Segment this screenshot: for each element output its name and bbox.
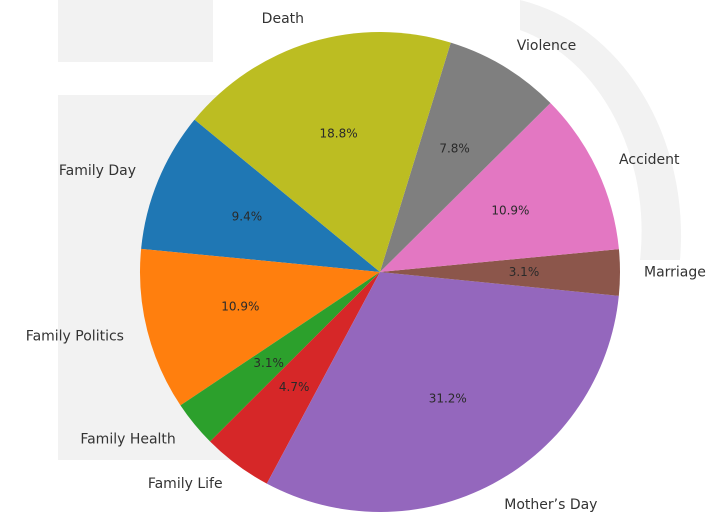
slice-label: Family Day — [59, 163, 136, 179]
value-label: 9.4% — [232, 209, 263, 223]
value-label: 10.9% — [491, 203, 529, 217]
slice-label: Marriage — [644, 265, 706, 281]
value-label: 7.8% — [439, 141, 470, 155]
value-label: 3.1% — [509, 265, 540, 279]
slice-label: Family Politics — [26, 328, 124, 344]
slice-label: Death — [262, 11, 304, 27]
pie: Family Day 9.4% Family Politics 10.9% Family… — [26, 11, 706, 513]
pie-slice — [140, 248, 380, 406]
slice-label: Family Life — [148, 476, 223, 492]
pie-slice — [380, 42, 551, 273]
pie-slice — [210, 272, 380, 484]
pie-slice — [180, 272, 380, 442]
pie-slice — [194, 32, 451, 272]
value-label: 18.8% — [319, 127, 357, 141]
pie-slice — [380, 249, 620, 296]
pie-slice — [266, 272, 619, 513]
slice-label: Mother’s Day — [504, 497, 597, 513]
value-label: 4.7% — [279, 380, 310, 394]
value-label: 31.2% — [429, 392, 467, 406]
pie-slice — [141, 119, 380, 273]
slice-label: Violence — [517, 38, 576, 54]
value-label: 10.9% — [221, 300, 259, 314]
value-label: 3.1% — [253, 356, 284, 370]
slice-label: Accident — [619, 152, 680, 168]
slice-label: Family Health — [80, 431, 175, 447]
pie-slice — [380, 103, 619, 272]
